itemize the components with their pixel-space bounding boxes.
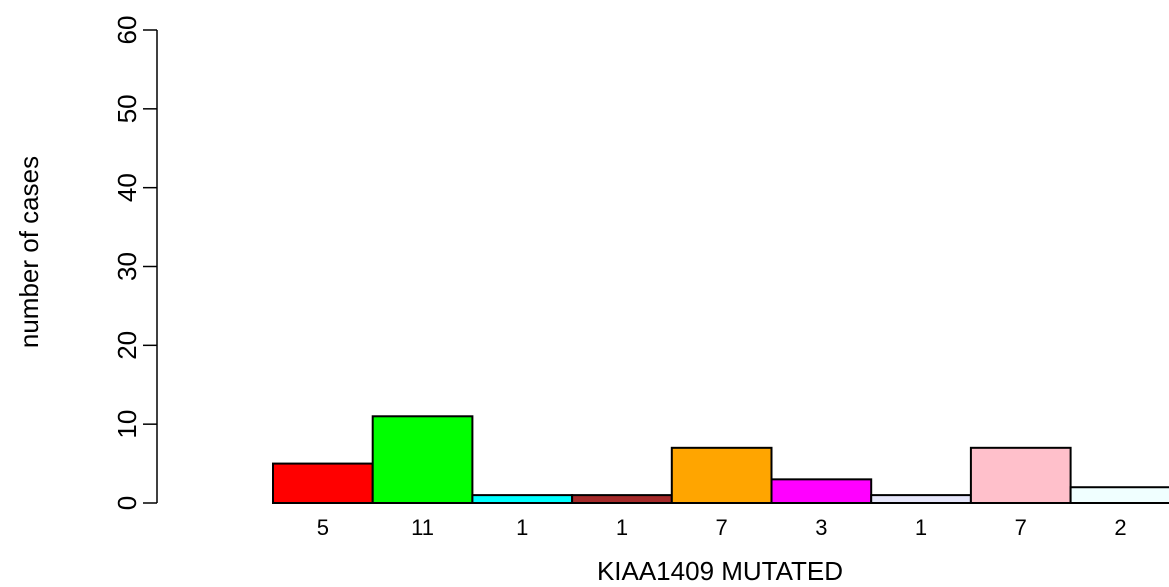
x-tick-labels: 5 11 1 1 7 3 1 7 2: [317, 515, 1127, 540]
bar: [969, 446, 1072, 505]
x-tick-label: 7: [716, 515, 728, 540]
y-tick-label: 60: [112, 16, 142, 45]
x-tick-label: 1: [516, 515, 528, 540]
y-tick-label: 10: [112, 410, 142, 439]
bar: [371, 415, 474, 504]
bar: [670, 446, 773, 505]
y-axis: 0 10 20 30 40 50 60: [112, 16, 158, 510]
x-tick-label: 1: [616, 515, 628, 540]
y-axis-label: number of cases: [14, 156, 44, 348]
bar: [770, 478, 873, 505]
x-tick-label: 5: [317, 515, 329, 540]
x-tick-label: 3: [815, 515, 827, 540]
bar: [1069, 486, 1169, 505]
bars: [272, 415, 1169, 505]
y-tick-label: 30: [112, 252, 142, 281]
y-tick-label: 40: [112, 173, 142, 202]
bar: [272, 462, 374, 505]
bar: [870, 494, 972, 505]
x-tick-label: 1: [915, 515, 927, 540]
x-tick-label: 7: [1015, 515, 1027, 540]
x-tick-label: 11: [411, 515, 434, 540]
x-tick-label: 2: [1114, 515, 1126, 540]
y-tick-label: 20: [112, 331, 142, 360]
y-tick-label: 50: [112, 94, 142, 123]
y-tick-label: 0: [112, 496, 142, 510]
bar: [471, 494, 574, 505]
bar: [571, 494, 673, 505]
x-axis-label: KIAA1409 MUTATED: [597, 556, 843, 586]
